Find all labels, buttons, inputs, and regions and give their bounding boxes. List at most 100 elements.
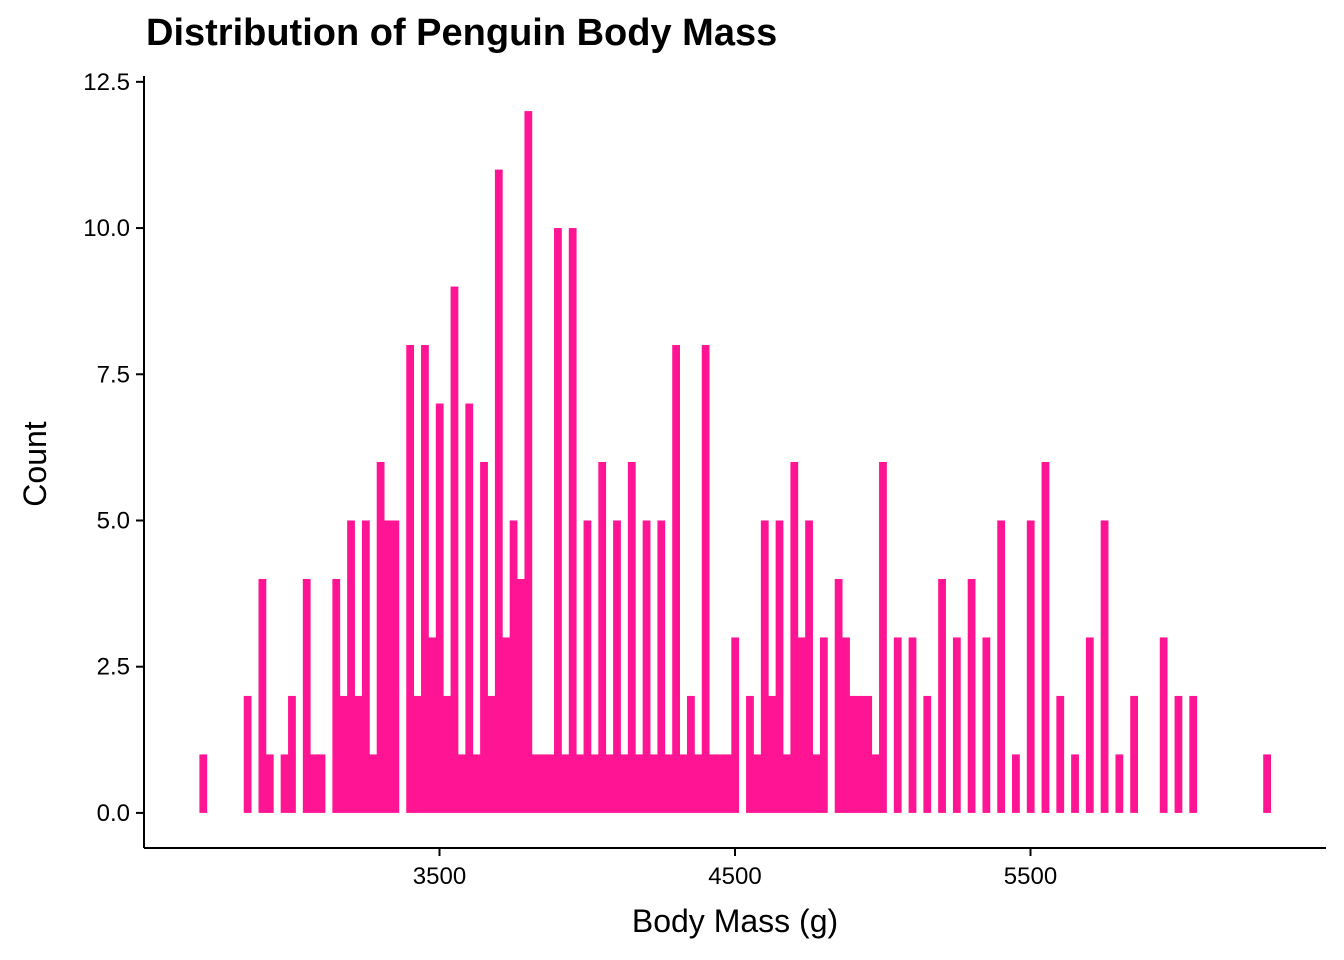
histogram-bar (967, 578, 976, 813)
histogram-bar (1263, 754, 1271, 813)
histogram-bar (849, 695, 858, 813)
x-tick-label: 3500 (413, 863, 466, 890)
histogram-bar (494, 169, 503, 813)
y-tick-label: 7.5 (97, 361, 130, 388)
histogram-bar (509, 520, 518, 813)
histogram-bar (753, 754, 762, 813)
histogram-bar (856, 695, 865, 813)
histogram-bar (952, 637, 961, 813)
histogram-bar (310, 754, 319, 813)
histogram-bar (768, 695, 777, 813)
histogram-bar (657, 520, 666, 813)
histogram-bar (554, 228, 562, 813)
histogram-bar (406, 345, 415, 813)
histogram-bar (1189, 695, 1198, 813)
histogram-bar (627, 462, 636, 813)
histogram-bar (746, 695, 754, 813)
bars-group (199, 111, 1271, 813)
x-axis-title: Body Mass (g) (632, 903, 838, 939)
histogram-bar (716, 754, 725, 813)
histogram-bar (701, 345, 710, 813)
histogram-bar (871, 754, 880, 813)
histogram-bar (834, 578, 843, 813)
histogram-bar (354, 695, 363, 813)
histogram-bar (679, 754, 688, 813)
histogram-bar (465, 403, 474, 813)
histogram-bar (280, 754, 289, 813)
histogram-bar (1130, 695, 1139, 813)
histogram-bar (805, 520, 813, 813)
histogram-bar (686, 695, 695, 813)
histogram-bar (923, 695, 932, 813)
histogram-bar (723, 754, 732, 813)
histogram-bar (819, 637, 828, 813)
histogram-bar (1115, 754, 1124, 813)
histogram-bar (783, 754, 791, 813)
histogram-bar (457, 754, 466, 813)
histogram-bar (546, 754, 555, 813)
histogram-bar (421, 345, 429, 813)
histogram-bar (384, 520, 392, 813)
histogram-bar (1085, 637, 1094, 813)
histogram-bar (347, 520, 355, 813)
histogram-bar (413, 695, 422, 813)
histogram-bar (672, 345, 680, 813)
histogram-bar (583, 520, 592, 813)
histogram-bar (1159, 637, 1168, 813)
histogram-bar (391, 520, 400, 813)
y-tick-label: 12.5 (83, 69, 130, 96)
histogram-bar (361, 520, 370, 813)
histogram-bar (938, 578, 946, 813)
histogram-bar (435, 403, 444, 813)
histogram-bar (1041, 462, 1050, 813)
histogram-bar (369, 754, 378, 813)
histogram-bar (472, 754, 481, 813)
histogram-bar (265, 754, 274, 813)
histogram-bar (243, 695, 252, 813)
histogram-bar (642, 520, 651, 813)
histogram-bar (487, 695, 496, 813)
histogram-bar (1012, 754, 1020, 813)
histogram-bar (908, 637, 917, 813)
histogram-bar (428, 637, 437, 813)
axes-group: 0.0 2.5 5.0 7.5 10.0 12.5 3500 4500 5500 (83, 69, 1326, 890)
histogram-bar (1071, 754, 1079, 813)
histogram-bar (302, 578, 311, 813)
histogram-bar (258, 578, 267, 813)
histogram-bar (709, 754, 717, 813)
histogram-bar (1100, 520, 1109, 813)
histogram-bar (539, 754, 548, 813)
histogram-bar (480, 462, 488, 813)
histogram-bar (317, 754, 326, 813)
histogram-bar (635, 754, 644, 813)
histogram-bar (694, 754, 703, 813)
histogram-bar (576, 754, 584, 813)
histogram-bar (443, 695, 451, 813)
x-tick-label: 4500 (708, 863, 761, 890)
histogram-bar (982, 637, 991, 813)
histogram-bar (288, 695, 296, 813)
histogram-bar (332, 578, 341, 813)
histogram-bar (650, 754, 658, 813)
histogram-bar (376, 462, 385, 813)
histogram-bar (790, 462, 799, 813)
histogram-bar (997, 520, 1006, 813)
histogram-bar (864, 695, 873, 813)
histogram-bar (775, 520, 784, 813)
histogram-bar (613, 520, 621, 813)
histogram-bar (1174, 695, 1183, 813)
histogram-bar (664, 754, 673, 813)
histogram-bar (605, 754, 614, 813)
histogram-bar (450, 286, 459, 813)
histogram-bar (339, 695, 348, 813)
histogram-bar (598, 462, 607, 813)
histogram-bar (893, 637, 902, 813)
histogram-bar (760, 520, 769, 813)
histogram-bar (517, 578, 525, 813)
histogram-bar (620, 754, 629, 813)
y-tick-label: 10.0 (83, 215, 130, 242)
histogram-bar (199, 754, 208, 813)
histogram-bar (842, 637, 850, 813)
chart-title: Distribution of Penguin Body Mass (146, 12, 778, 54)
